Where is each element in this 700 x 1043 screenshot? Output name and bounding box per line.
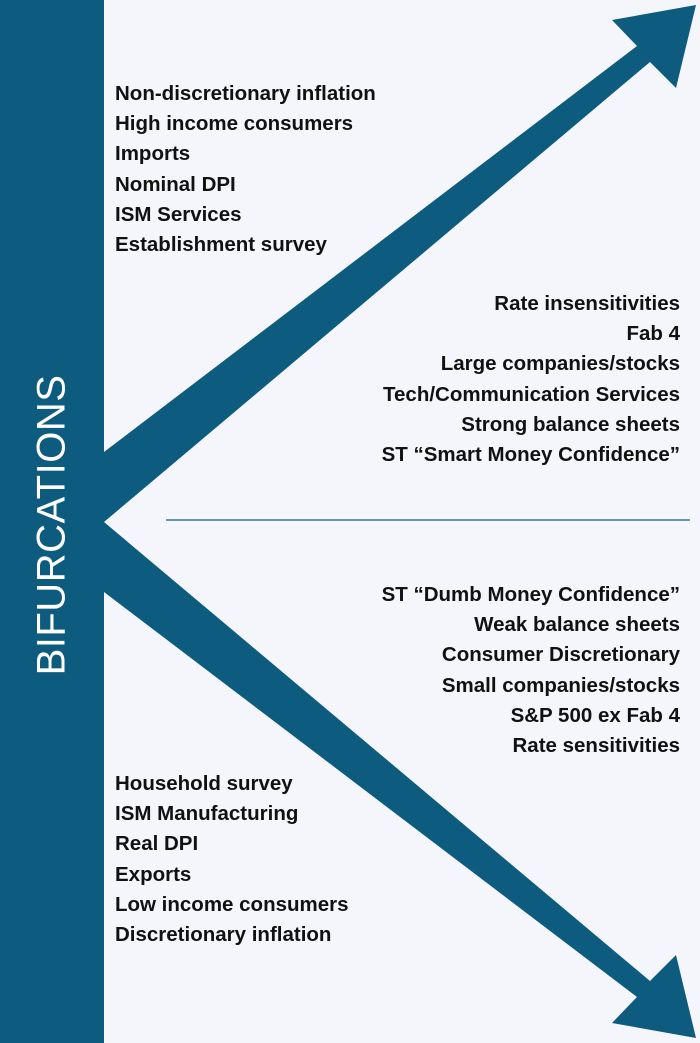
list-item: High income consumers <box>115 112 354 136</box>
list-item: ST “Smart Money Confidence” <box>381 443 680 467</box>
downward-arrow <box>104 522 696 1038</box>
list-item: Nominal DPI <box>115 172 236 196</box>
list-item: Exports <box>115 862 192 886</box>
sidebar-band: BIFURCATIONS <box>0 0 104 1043</box>
list-item: Strong balance sheets <box>461 412 680 436</box>
list-item: Rate sensitivities <box>512 734 681 758</box>
list-item: ISM Manufacturing <box>115 802 299 826</box>
diagram-title: BIFURCATIONS <box>29 374 74 676</box>
list-item: Tech/Communication Services <box>383 382 680 406</box>
list-item: Discretionary inflation <box>115 923 332 947</box>
list-item: Low income consumers <box>115 892 349 916</box>
list-item: Establishment survey <box>115 233 327 257</box>
upper-right-list: Rate insensitivities Fab 4 Large compani… <box>382 289 680 470</box>
list-item: Real DPI <box>115 832 199 856</box>
list-item: Imports <box>115 142 191 166</box>
list-item: Consumer Discretionary <box>441 643 680 667</box>
list-item: Large companies/stocks <box>440 352 680 376</box>
upper-left-list: Non-discretionary inflation High income … <box>115 79 376 260</box>
lower-right-list: ST “Dumb Money Confidence” Weak balance … <box>382 580 680 761</box>
list-item: ST “Dumb Money Confidence” <box>381 583 680 606</box>
list-item: Non-discretionary inflation <box>115 82 376 105</box>
upward-arrow <box>104 5 696 522</box>
list-item: Household survey <box>115 772 293 795</box>
list-item: S&P 500 ex Fab 4 <box>510 703 680 727</box>
list-item: Weak balance sheets <box>474 613 680 637</box>
list-item: ISM Services <box>115 202 242 226</box>
list-item: Small companies/stocks <box>441 673 680 697</box>
list-item: Rate insensitivities <box>494 292 680 315</box>
list-item: Fab 4 <box>626 322 680 346</box>
lower-left-list: Household survey ISM Manufacturing Real … <box>115 769 349 950</box>
